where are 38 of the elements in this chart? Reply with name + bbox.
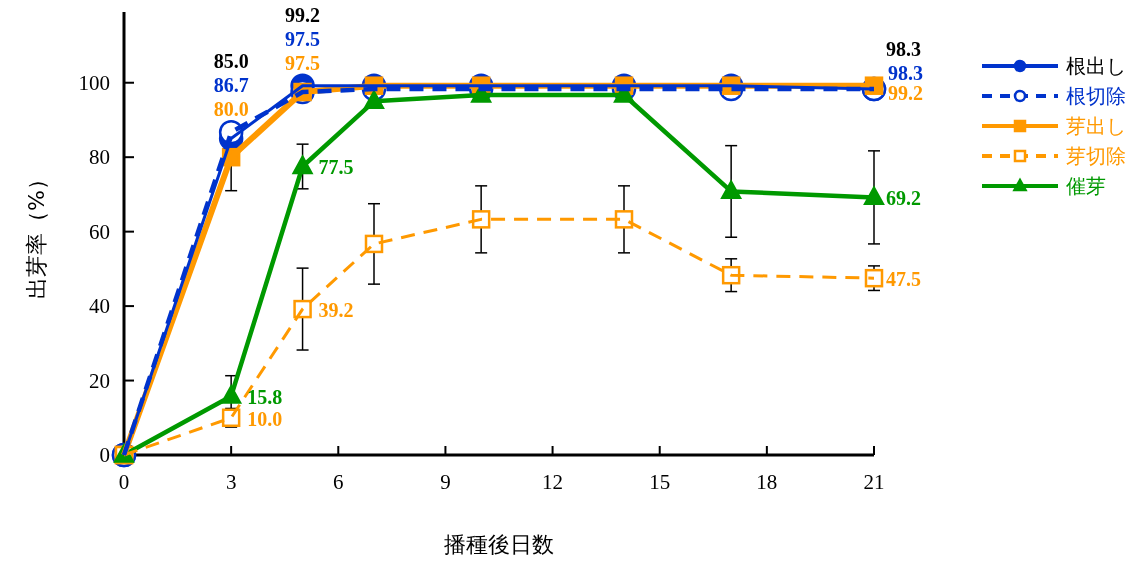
x-tick-label: 18	[756, 470, 778, 494]
x-tick-label: 6	[333, 470, 344, 494]
legend-label: 芽出し	[1066, 114, 1126, 138]
data-label: 97.5	[285, 51, 321, 74]
data-label: 98.3	[888, 61, 923, 84]
y-tick-label: 60	[89, 219, 110, 244]
y-tick-label: 40	[89, 294, 110, 319]
x-axis-title: 播種後日数	[444, 532, 554, 557]
y-tick-label: 100	[78, 70, 110, 95]
y-tick-label: 80	[89, 145, 110, 170]
legend-label: 催芽	[1066, 174, 1106, 198]
data-label: 80.0	[213, 98, 249, 121]
data-label: 47.5	[886, 268, 921, 291]
x-tick-label: 15	[649, 470, 671, 494]
x-tick-label: 21	[863, 470, 885, 494]
data-label: 99.2	[888, 81, 923, 104]
data-label: 15.8	[247, 386, 283, 409]
x-tick-label: 12	[542, 470, 564, 494]
x-tick-label: 3	[225, 470, 237, 494]
point	[864, 268, 884, 288]
data-label: 97.5	[285, 27, 321, 50]
y-axis-title: 出芽率（%）	[24, 168, 49, 299]
y-tick-label: 20	[89, 368, 110, 393]
data-label: 69.2	[886, 187, 921, 210]
x-tick-label: 0	[118, 470, 130, 494]
legend-label: 芽切除	[1066, 144, 1126, 168]
data-label: 86.7	[213, 74, 249, 97]
data-label: 85.0	[213, 50, 249, 73]
data-label: 99.2	[285, 3, 321, 26]
data-label: 77.5	[318, 156, 354, 179]
x-tick-label: 9	[440, 470, 451, 494]
legend-label: 根切除	[1066, 84, 1126, 108]
data-label: 98.3	[886, 37, 921, 60]
data-label: 39.2	[318, 299, 354, 322]
legend-label: 根出し	[1066, 54, 1126, 78]
data-label: 10.0	[247, 407, 283, 430]
y-tick-label: 0	[99, 443, 110, 467]
point	[614, 210, 634, 229]
